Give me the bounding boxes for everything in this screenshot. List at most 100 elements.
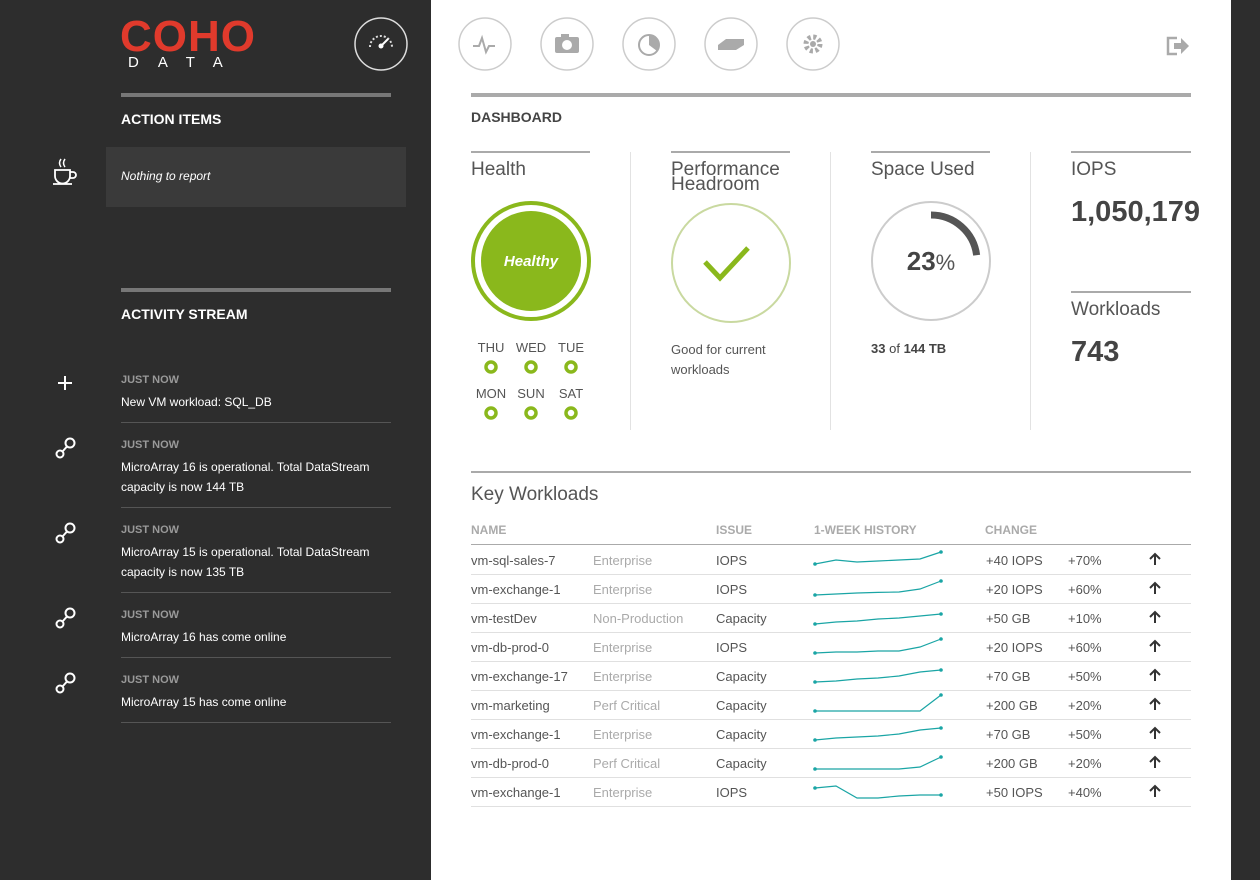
table-row: vm-marketing Perf Critical Capacity +200 GB… (471, 691, 1191, 720)
workload-issue: Capacity (716, 756, 767, 771)
divider (671, 151, 790, 153)
toolbar (458, 17, 1189, 71)
table-row: vm-exchange-1 Enterprise IOPS +50 IOPS +40% (471, 778, 1191, 807)
sparkline (813, 637, 943, 655)
workload-issue: IOPS (716, 553, 748, 568)
workload-issue: Capacity (716, 669, 767, 684)
workload-change: +50 IOPS (986, 785, 1043, 800)
table-row: vm-exchange-17 Enterprise Capacity +70 GB +5… (471, 662, 1191, 691)
column-separator (630, 152, 631, 430)
column-header: NAME (471, 523, 507, 537)
workload-pct: +60% (1068, 640, 1102, 655)
sparkline-dot (813, 651, 817, 655)
link-icon (55, 534, 65, 544)
workload-name: vm-exchange-1 (471, 785, 561, 800)
sparkline (813, 612, 943, 626)
workload-change: +70 GB (986, 727, 1031, 742)
activity-text: MicroArray 16 is operational. Total Data… (121, 460, 370, 494)
sparkline-dot (813, 593, 817, 597)
activity-time: JUST NOW (121, 674, 180, 686)
nav-button[interactable] (540, 17, 594, 71)
card-title: Workloads (1071, 299, 1161, 320)
table-row: vm-db-prod-0 Enterprise IOPS +20 IOPS +60% (471, 633, 1191, 662)
day-dot (564, 406, 578, 420)
sparkline-dot (939, 793, 943, 797)
day-label: THU (477, 340, 505, 355)
sparkline (813, 668, 943, 684)
workload-pct: +10% (1068, 611, 1102, 626)
table-title: Key Workloads (471, 484, 599, 505)
table-header: NAME ISSUE 1-WEEK HISTORY CHANGE (471, 523, 1191, 545)
trend-arrow (1149, 784, 1161, 797)
activity-item: JUST NOW MicroArray 16 has come online (55, 607, 391, 658)
space-percent-sign: % (936, 250, 956, 275)
sparkline (813, 755, 943, 771)
table-row: vm-testDev Non-Production Capacity +50 GB +1… (471, 604, 1191, 633)
activity-text: MicroArray 15 has come online (121, 695, 287, 709)
workload-name: vm-db-prod-0 (471, 756, 550, 771)
workload-class: Enterprise (593, 640, 653, 655)
day-label: MON (475, 386, 507, 401)
logout-button[interactable] (1166, 36, 1189, 56)
sparkline (813, 579, 943, 597)
activity-list: JUST NOW New VM workload: SQL_DB JUST NOW M… (55, 374, 391, 739)
trend-arrow (1149, 552, 1161, 565)
column-header: CHANGE (985, 523, 1038, 537)
activity-icon (58, 376, 72, 390)
divider (471, 93, 1191, 97)
sparkline (813, 550, 943, 566)
column-header: 1-WEEK HISTORY (814, 523, 917, 537)
nav-button[interactable] (622, 17, 676, 71)
nav-button[interactable] (704, 17, 758, 71)
divider (471, 151, 590, 153)
sparkline-dot (939, 550, 943, 554)
activity-time: JUST NOW (121, 374, 180, 386)
workload-name: vm-marketing (471, 698, 550, 713)
plus-icon (58, 376, 72, 390)
table-row: vm-exchange-1 Enterprise Capacity +70 GB +50… (471, 720, 1191, 749)
activity-text: MicroArray 15 is operational. Total Data… (121, 545, 370, 579)
activity-text: New VM workload: SQL_DB (121, 395, 272, 409)
link-icon (64, 607, 76, 619)
day-status (484, 406, 498, 420)
workload-change: +70 GB (986, 669, 1031, 684)
sparkline-dot (813, 622, 817, 626)
health-status: Healthy (504, 253, 559, 270)
workload-name: vm-exchange-17 (471, 669, 568, 684)
day-status (524, 406, 538, 420)
workload-issue: IOPS (716, 640, 748, 655)
activity-time: JUST NOW (121, 439, 180, 451)
nav-button[interactable] (786, 17, 840, 71)
trend-arrow (1149, 610, 1161, 623)
space-percent: 23% (907, 246, 955, 276)
sparkline-dot (939, 755, 943, 759)
sparkline-line (814, 727, 942, 741)
trend-arrow (1149, 755, 1161, 768)
sparkline-line (814, 580, 942, 596)
workload-name: vm-exchange-1 (471, 582, 561, 597)
day-dot (484, 406, 498, 420)
trend-arrow (1149, 697, 1161, 710)
activity-time: JUST NOW (121, 524, 180, 536)
dashboard-button[interactable] (354, 17, 408, 71)
activity-icon (55, 607, 76, 629)
column-separator (830, 152, 831, 430)
link-icon (61, 680, 68, 688)
main: DASHBOARD Health Healthy THU WED TUE MON SUN… (431, 0, 1231, 880)
space-percent-value: 23 (907, 246, 936, 276)
performance-note: Good for current workloads (671, 342, 766, 377)
sparkline (813, 726, 943, 742)
nav-button[interactable] (458, 17, 512, 71)
workloads-value: 743 (1071, 336, 1120, 368)
link-icon (61, 530, 68, 538)
workload-change: +50 GB (986, 611, 1031, 626)
space-arc (930, 211, 981, 256)
day-status (524, 360, 538, 374)
sparkline-dot (939, 637, 943, 641)
day-dot (564, 360, 578, 374)
iops-value: 1,050,179 (1071, 196, 1201, 228)
sparkline-line (815, 694, 942, 712)
day-status (484, 360, 498, 374)
